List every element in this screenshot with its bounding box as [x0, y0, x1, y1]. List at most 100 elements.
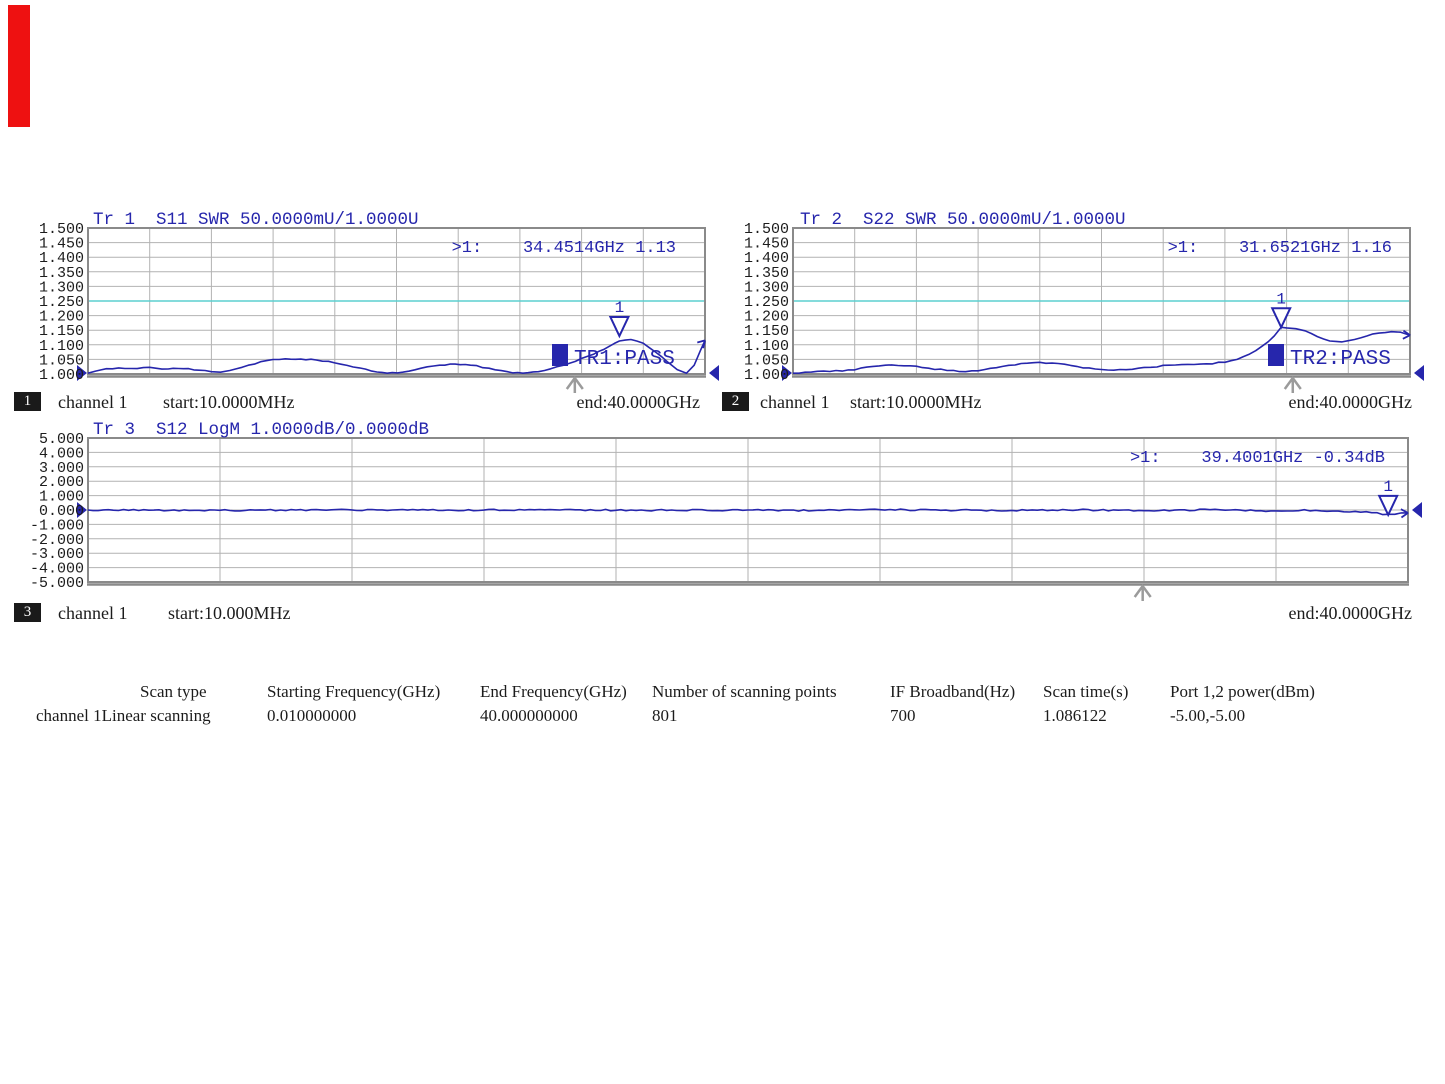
trace-end-arrow: [702, 340, 706, 349]
pass-label: TR1:PASS: [574, 348, 675, 371]
trace-end-arrow: [1400, 508, 1409, 514]
y-axis-tick-label: 1.300: [744, 279, 789, 296]
channel-label: channel 1: [58, 603, 128, 623]
chart-title: Tr 2 S22 SWR 50.0000mU/1.0000U: [800, 210, 1126, 230]
channel-label: channel 1: [760, 392, 830, 412]
y-axis-tick-label: -5.000: [30, 575, 84, 592]
channel-number-badge: 1: [14, 392, 41, 411]
port-power-cell: -5.00,-5.00: [1170, 706, 1246, 725]
marker-number: 1: [1383, 478, 1393, 496]
start-frequency-label: start:10.0000MHz: [163, 392, 295, 412]
trace-line: [793, 326, 1411, 374]
header-scan-type: Scan type: [140, 682, 207, 701]
start-frequency-label: start:10.000MHz: [168, 603, 291, 623]
y-axis-tick-label: 4.000: [39, 445, 84, 462]
y-axis-tick-label: -4.000: [30, 561, 84, 578]
y-axis-tick-label: 1.300: [39, 279, 84, 296]
header-end-frequency: End Frequency(GHz): [480, 682, 627, 701]
y-axis-tick-label: 1.000: [744, 367, 789, 384]
header-points: Number of scanning points: [652, 682, 837, 701]
chart-title: Tr 3 S12 LogM 1.0000dB/0.0000dB: [93, 420, 429, 440]
if-broadband-cell: 700: [890, 706, 916, 725]
header-start-frequency: Starting Frequency(GHz): [267, 682, 441, 701]
marker-number: 1: [615, 299, 625, 317]
pass-indicator-block: [552, 344, 568, 366]
chart-tr1-s11-swr: 1 TR1:PASS Tr 1 S11 SWR 50.0000mU/1.0000U >…: [39, 210, 719, 393]
trace-end-triangle: [709, 365, 719, 381]
trace-end-arrow: [697, 339, 706, 344]
red-indicator: [8, 5, 30, 127]
y-axis-tick-label: 1.450: [744, 236, 789, 253]
marker-triangle: [1270, 307, 1292, 330]
scan-time-cell: 1.086122: [1043, 706, 1107, 725]
y-axis-tick-label: 3.000: [39, 460, 84, 477]
header-scan-time: Scan time(s): [1043, 682, 1129, 701]
channel-info-row-3: 3 channel 1 start:10.000MHz end:40.0000G…: [0, 603, 1445, 625]
y-axis-tick-label: 1.450: [39, 236, 84, 253]
y-axis-tick-label: 1.000: [39, 367, 84, 384]
trace-line: [87, 508, 1408, 516]
plot-border: [792, 227, 1411, 375]
end-frequency-cell: 40.000000000: [480, 706, 578, 725]
y-axis-tick-label: 1.500: [744, 221, 789, 238]
y-axis-tick-label: 1.200: [39, 309, 84, 326]
channel-number-badge: 3: [14, 603, 41, 622]
marker-triangle: [608, 316, 630, 339]
trace-start-triangle: [782, 365, 792, 381]
end-frequency-label: end:40.0000GHz: [576, 392, 700, 412]
scan-type-cell: Linear scanning: [101, 706, 211, 725]
trace-end-triangle: [1412, 502, 1422, 518]
end-frequency-label: end:40.0000GHz: [1288, 603, 1412, 623]
start-frequency-label: start:10.0000MHz: [850, 392, 982, 412]
marker-readout: >1: 31.6521GHz 1.16: [1168, 239, 1392, 258]
channel-info-row-2: 2 channel 1 start:10.0000MHz end:40.0000…: [0, 392, 1445, 414]
header-port-power: Port 1,2 power(dBm): [1170, 682, 1315, 701]
start-frequency-cell: 0.010000000: [267, 706, 357, 725]
trace-start-triangle: [77, 365, 87, 381]
y-axis-tick-label: 5.000: [39, 431, 84, 448]
y-axis-tick-label: 1.150: [39, 323, 84, 340]
marker-triangle: [1377, 494, 1399, 518]
y-axis-tick-label: 1.400: [744, 250, 789, 267]
y-axis-tick-label: -3.000: [30, 546, 84, 563]
y-axis-tick-label: 1.250: [39, 294, 84, 311]
channel-label: channel 1: [58, 392, 128, 412]
marker-number: 1: [1276, 290, 1286, 308]
y-axis-tick-label: -1.000: [30, 517, 84, 534]
y-axis-tick-label: 1.150: [744, 323, 789, 340]
channel-info-row-1: 1 channel 1 start:10.0000MHz end:40.0000…: [0, 392, 1445, 414]
y-axis-tick-label: 0.000: [39, 503, 84, 520]
marker-readout: >1: 34.4514GHz 1.13: [452, 239, 676, 258]
header-if-broadband: IF Broadband(Hz): [890, 682, 1016, 701]
y-axis-tick-label: 2.000: [39, 474, 84, 491]
pass-label: TR2:PASS: [1290, 348, 1391, 371]
pass-indicator-block: [1268, 344, 1284, 366]
y-axis-tick-label: 1.400: [39, 250, 84, 267]
table-row-channel: channel 1Linear scanning: [36, 706, 211, 726]
channel-cell: channel 1: [36, 706, 102, 725]
trace-end-arrow: [1402, 334, 1411, 340]
y-axis-tick-label: 1.050: [744, 352, 789, 369]
points-cell: 801: [652, 706, 678, 725]
y-axis-tick-label: 1.100: [744, 338, 789, 355]
y-axis-tick-label: 1.100: [39, 338, 84, 355]
end-frequency-label: end:40.0000GHz: [1288, 392, 1412, 412]
trace-start-triangle: [77, 502, 87, 518]
y-axis-tick-label: 1.500: [39, 221, 84, 238]
chart-tr2-s22-swr: 1 TR2:PASS Tr 2 S22 SWR 50.0000mU/1.0000U >…: [744, 210, 1424, 393]
trace-end-arrow: [1400, 512, 1409, 519]
y-axis-tick-label: 1.050: [39, 352, 84, 369]
channel-number-badge: 2: [722, 392, 749, 411]
trace-end-arrow: [1402, 329, 1411, 336]
y-axis-tick-label: 1.250: [744, 294, 789, 311]
trace-line: [87, 338, 706, 374]
chart-tr3-s12-logm: 1 Tr 3 S12 LogM 1.0000dB/0.0000dB >1: 39.4…: [30, 420, 1422, 601]
y-axis-tick-label: -2.000: [30, 532, 84, 549]
marker-readout: >1: 39.4001GHz -0.34dB: [1130, 449, 1385, 468]
y-axis-tick-label: 1.350: [39, 265, 84, 282]
plot-border: [87, 227, 706, 375]
y-axis-tick-label: 1.200: [744, 309, 789, 326]
scan-parameters-table: Scan type Starting Frequency(GHz) End Fr…: [0, 682, 1445, 732]
trace-end-triangle: [1414, 365, 1424, 381]
